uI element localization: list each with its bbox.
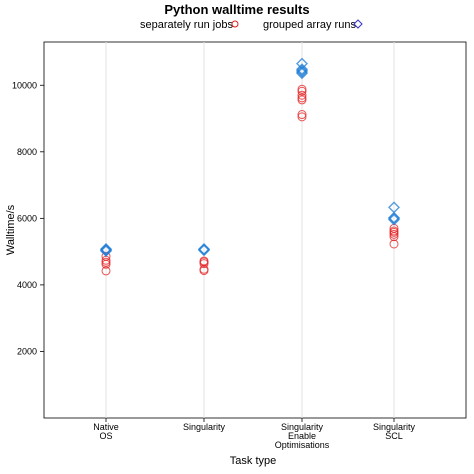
x-tick-label: Singularity	[373, 422, 416, 432]
data-point-circle	[389, 226, 399, 236]
y-tick-label: 8000	[17, 147, 37, 157]
y-tick-label: 6000	[17, 213, 37, 223]
x-tick-label: Native	[93, 422, 119, 432]
data-points	[100, 57, 400, 276]
data-point-circle	[297, 112, 307, 122]
plot-area	[43, 41, 467, 419]
legend: separately run jobs grouped array runs	[140, 19, 363, 31]
data-point-diamond	[388, 201, 400, 214]
data-point-circle	[297, 110, 307, 120]
data-point-circle	[297, 93, 307, 103]
legend-label-separately-run-jobs: separately run jobs	[140, 19, 233, 31]
x-tick-label: Enable	[288, 431, 316, 441]
data-point-diamond	[100, 242, 112, 255]
data-point-circle	[101, 251, 111, 261]
data-point-diamond	[198, 242, 210, 255]
data-point-circle	[297, 90, 307, 100]
y-tick-label: 4000	[17, 280, 37, 290]
legend-label-grouped-array-runs: grouped array runs	[263, 19, 356, 31]
data-point-circle	[199, 256, 209, 266]
data-point-diamond	[296, 57, 308, 70]
y-axis-title: Walltime/s	[5, 204, 17, 255]
x-tick-label: SCL	[385, 431, 403, 441]
data-point-diamond	[296, 64, 308, 77]
data-point-diamond	[388, 211, 400, 224]
data-point-diamond	[296, 63, 308, 76]
data-point-diamond	[388, 213, 400, 226]
y-tick-label: 10000	[12, 80, 37, 90]
x-tick-label: Singularity	[183, 422, 226, 432]
data-point-circle	[297, 84, 307, 94]
legend-marker-circle	[231, 20, 239, 28]
x-tick-label: Optimisations	[275, 440, 330, 450]
chart-title: Python walltime results	[164, 2, 309, 17]
x-axis-title: Task type	[230, 455, 276, 467]
y-tick-label: 2000	[17, 346, 37, 356]
data-point-circle	[389, 239, 399, 249]
legend-marker-diamond	[353, 19, 363, 29]
x-tick-label: Singularity	[281, 422, 324, 432]
y-axis: 2000 4000 6000 8000 10000	[12, 80, 44, 356]
grid-lines	[105, 42, 395, 418]
data-point-circle	[101, 266, 111, 276]
x-tick-label: OS	[99, 431, 112, 441]
